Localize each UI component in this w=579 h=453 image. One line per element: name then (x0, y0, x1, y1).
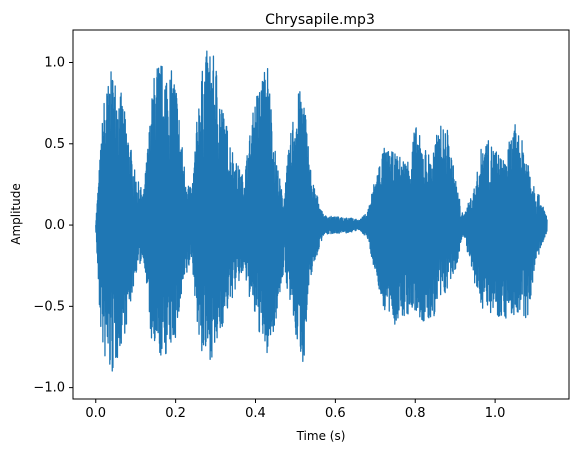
axes-frame (72, 29, 570, 400)
x-tick-label: 0.6 (325, 406, 346, 421)
x-axis-label: Time (s) (296, 429, 346, 443)
waveform-layer (95, 50, 548, 372)
x-tick-label: 1.0 (485, 406, 506, 421)
x-tick-label: 0.8 (405, 406, 426, 421)
y-tick-label: −1.0 (33, 381, 65, 396)
y-tick-label: 0.5 (44, 137, 65, 152)
y-tick-label: −0.5 (33, 299, 65, 314)
y-axis-label: Amplitude (9, 183, 23, 245)
x-tick-label: 0.2 (165, 406, 186, 421)
y-tick-label: 1.0 (44, 56, 65, 71)
x-axis-ticks: 0.0 0.2 0.4 0.6 0.8 1.0 (85, 399, 505, 421)
chart-title: Chrysapile.mp3 (265, 12, 375, 28)
y-axis-ticks: −1.0 −0.5 0.0 0.5 1.0 (33, 56, 73, 396)
x-tick-label: 0.0 (85, 406, 106, 421)
waveform-series-line (95, 50, 548, 372)
y-tick-label: 0.0 (44, 218, 65, 233)
x-tick-label: 0.4 (245, 406, 266, 421)
